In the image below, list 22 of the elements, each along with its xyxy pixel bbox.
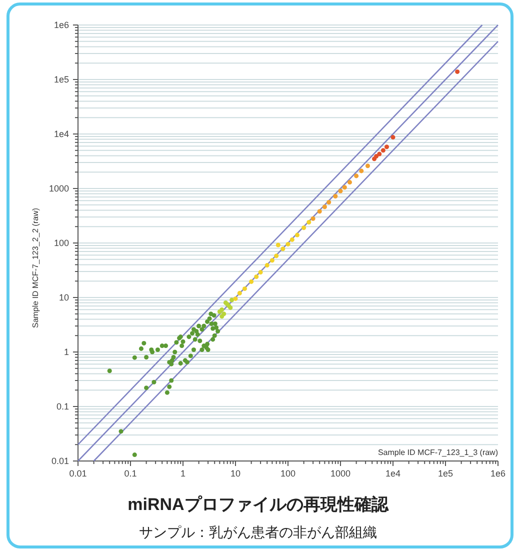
x-tick-label: 1e6 xyxy=(490,468,506,478)
y-tick-label: 0.1 xyxy=(56,401,69,412)
y-axis-title: Sample ID MCF-7_123_2_2 (raw) xyxy=(31,208,40,328)
x-tick-label: 1 xyxy=(180,468,186,478)
y-tick-label: 1e6 xyxy=(54,20,69,30)
y-tick-label: 1 xyxy=(64,346,69,357)
x-tick-label: 1e5 xyxy=(438,468,454,478)
text: miRNAプロファイルの再現性確認 xyxy=(128,495,390,514)
text: サンプル：乳がん患者の非がん部組織 xyxy=(139,524,377,540)
x-tick-label: 0.1 xyxy=(124,468,137,478)
y-tick-label: 10 xyxy=(58,292,69,302)
x-tick-label: 100 xyxy=(280,468,296,478)
y-tick-label: 0.01 xyxy=(51,456,69,466)
y-tick-label: 1000 xyxy=(48,183,69,194)
x-tick-label: 1000 xyxy=(330,468,351,478)
x-tick-label: 0.01 xyxy=(69,468,87,478)
y-tick-label: 1e4 xyxy=(54,128,69,139)
x-tick-label: 1e4 xyxy=(385,468,401,478)
y-tick-label: 1e5 xyxy=(54,74,69,84)
x-tick-label: 10 xyxy=(230,468,241,478)
y-tick-label: 100 xyxy=(54,238,69,248)
x-axis-title: Sample ID MCF-7_123_1_3 (raw) xyxy=(378,448,498,457)
